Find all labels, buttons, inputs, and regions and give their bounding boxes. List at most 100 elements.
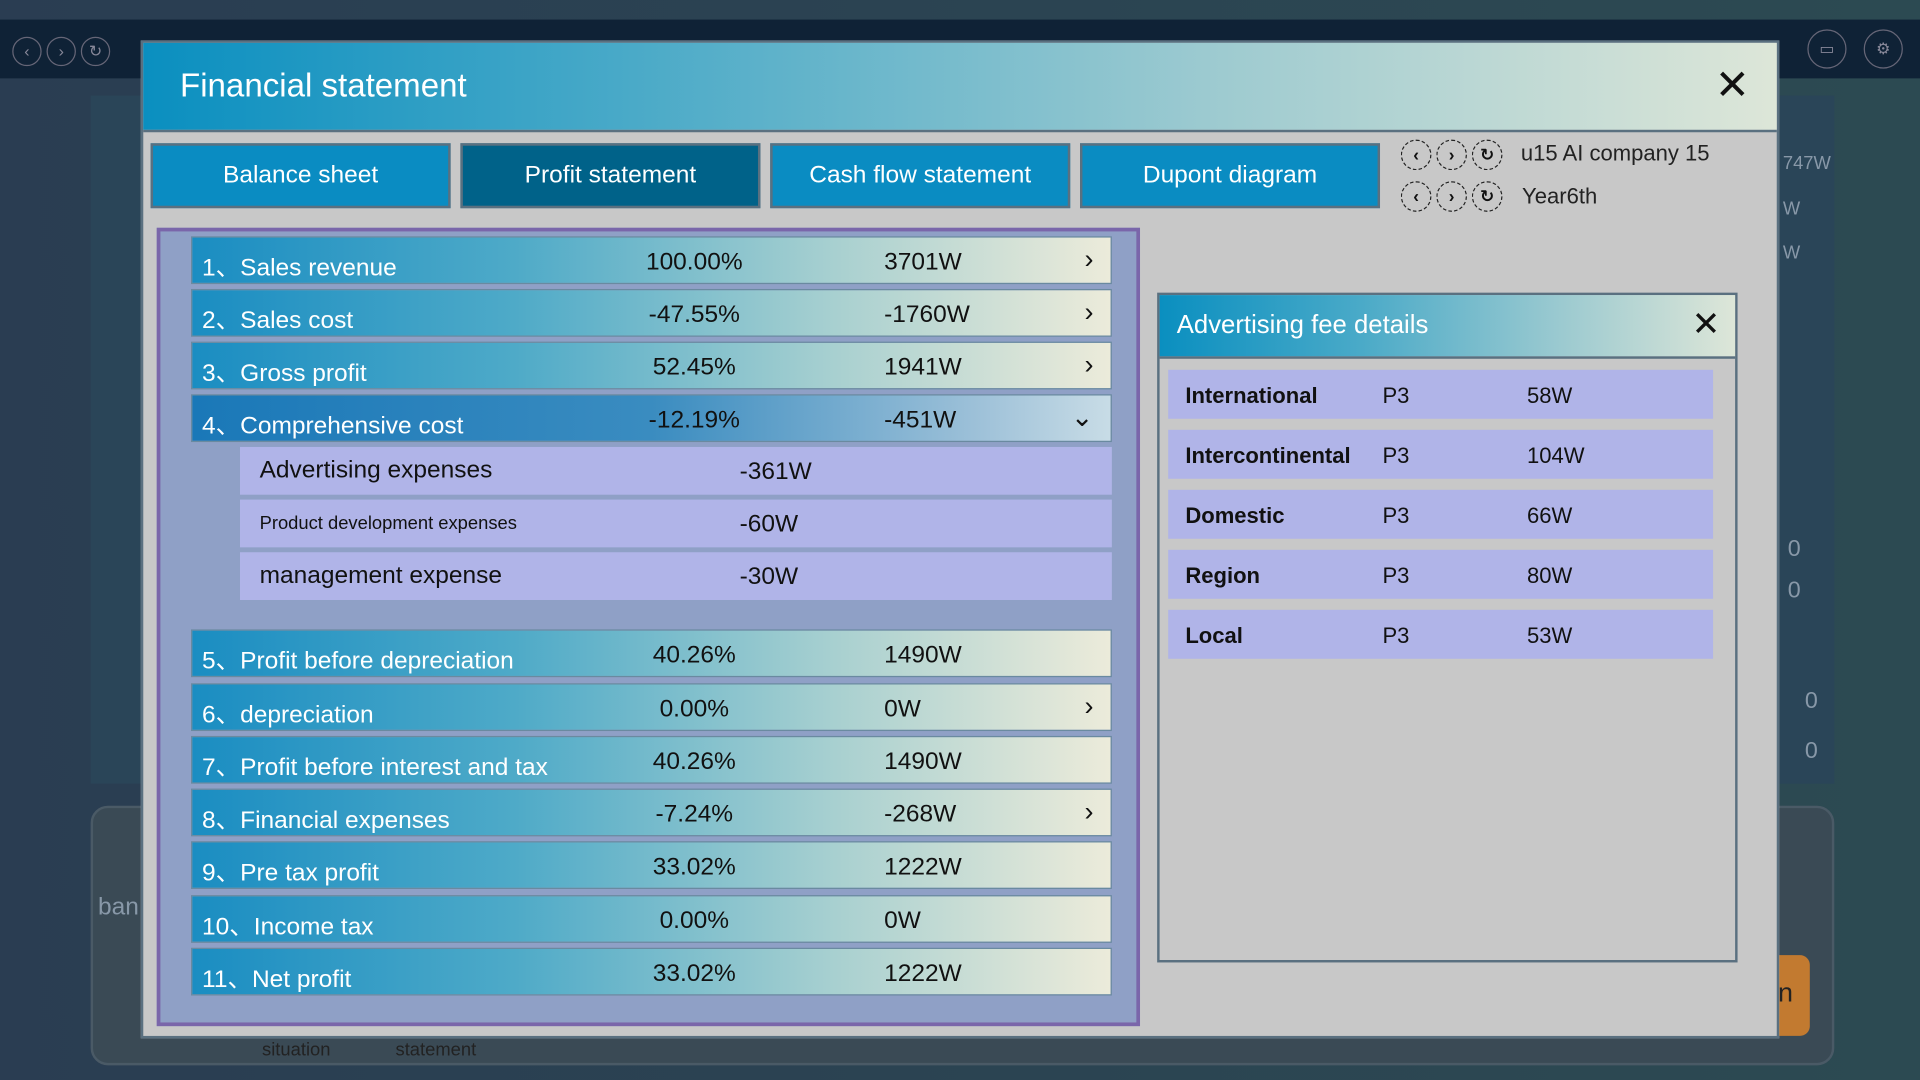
- row-value: 3701W: [884, 248, 962, 276]
- tab-profit-statement[interactable]: Profit statement: [460, 143, 761, 209]
- chevron-right-icon[interactable]: ›: [1084, 348, 1094, 380]
- bg-text: 0: [1787, 577, 1801, 604]
- statement-row[interactable]: 1、Sales revenue 100.00% 3701W ›: [191, 236, 1112, 285]
- ad-fee-row: International P3 58W: [1168, 369, 1714, 419]
- sub-row-value: -361W: [739, 457, 812, 485]
- row-label: 8、Financial expenses: [202, 806, 450, 834]
- sub-row: Advertising expenses -361W: [240, 446, 1112, 495]
- row-label: 6、depreciation: [202, 701, 374, 729]
- sub-row-value: -60W: [739, 510, 799, 538]
- fee-value: 80W: [1526, 563, 1573, 588]
- fee-value: 66W: [1526, 503, 1573, 528]
- product-name: P3: [1382, 503, 1410, 528]
- bg-text: 747W: [1782, 153, 1831, 174]
- statement-row[interactable]: 9、Pre tax profit 33.02% 1222W: [191, 841, 1112, 889]
- chevron-right-icon[interactable]: ›: [1084, 243, 1094, 275]
- financial-statement-dialog: Financial statement ✕ Balance sheet Prof…: [140, 40, 1780, 1039]
- fee-value: 104W: [1526, 443, 1585, 468]
- row-label: 4、Comprehensive cost: [202, 412, 464, 440]
- statement-row[interactable]: 10、Income tax 0.00% 0W: [191, 895, 1112, 943]
- bg-text: 0: [1787, 536, 1801, 563]
- bg-text: 0: [1804, 738, 1818, 765]
- bg-orange-button[interactable]: n: [1777, 955, 1810, 1036]
- row-percent: 100.00%: [645, 248, 743, 276]
- row-label: 10、Income tax: [202, 913, 374, 941]
- bg-text: n: [1777, 977, 1793, 1008]
- row-value: -451W: [884, 406, 957, 434]
- sub-row: management expense -30W: [240, 552, 1112, 601]
- company-label: u15 AI company 15: [1520, 140, 1710, 166]
- chevron-right-icon[interactable]: ›: [1084, 690, 1094, 722]
- bg-text: W: [1782, 198, 1801, 220]
- market-name: Local: [1185, 623, 1243, 648]
- refresh-company-button[interactable]: ↻: [1471, 139, 1503, 171]
- next-company-button[interactable]: ›: [1436, 139, 1467, 171]
- product-name: P3: [1382, 383, 1410, 408]
- close-icon[interactable]: ✕: [1714, 62, 1750, 109]
- row-percent: 0.00%: [659, 907, 730, 935]
- dialog-title: Financial statement: [180, 67, 467, 105]
- year-label: Year6th: [1522, 183, 1598, 209]
- statement-row[interactable]: 11、Net profit 33.02% 1222W: [191, 947, 1112, 996]
- refresh-year-button[interactable]: ↻: [1471, 181, 1503, 212]
- row-percent: -7.24%: [655, 800, 734, 828]
- market-name: Region: [1185, 563, 1261, 588]
- row-label: 2、Sales cost: [202, 307, 354, 335]
- popup-title: Advertising fee details: [1176, 311, 1429, 340]
- back-icon[interactable]: ‹: [12, 36, 42, 67]
- prev-year-button[interactable]: ‹: [1400, 181, 1432, 212]
- row-value: -1760W: [884, 301, 970, 329]
- prev-company-button[interactable]: ‹: [1400, 139, 1432, 171]
- market-name: Intercontinental: [1185, 443, 1351, 468]
- tab-dupont-diagram[interactable]: Dupont diagram: [1080, 143, 1381, 209]
- row-label: 11、Net profit: [202, 966, 352, 994]
- bg-text: 0: [1804, 688, 1818, 714]
- statement-row[interactable]: 5、Profit before depreciation 40.26% 1490W: [191, 629, 1112, 678]
- statement-row[interactable]: 2、Sales cost -47.55% -1760W ›: [191, 288, 1112, 337]
- row-percent: 33.02%: [652, 853, 736, 881]
- market-name: Domestic: [1185, 503, 1285, 528]
- chevron-right-icon[interactable]: ›: [1084, 795, 1094, 827]
- next-year-button[interactable]: ›: [1436, 181, 1467, 212]
- chevron-right-icon[interactable]: ›: [1084, 296, 1094, 327]
- sub-row-label: management expense: [259, 562, 502, 589]
- statement-row[interactable]: 3、Gross profit 52.45% 1941W ›: [191, 341, 1112, 390]
- row-label: 5、Profit before depreciation: [202, 647, 514, 675]
- market-name: International: [1185, 383, 1318, 408]
- sub-row: Product development expenses -60W: [240, 499, 1112, 548]
- chevron-down-icon[interactable]: ⌄: [1070, 401, 1094, 433]
- close-icon[interactable]: ✕: [1691, 304, 1721, 343]
- row-percent: 33.02%: [652, 960, 736, 987]
- gear-icon[interactable]: ⚙: [1863, 29, 1903, 69]
- refresh-icon[interactable]: ↻: [80, 36, 111, 67]
- statement-row[interactable]: 8、Financial expenses -7.24% -268W ›: [191, 788, 1112, 837]
- bg-text: W: [1782, 242, 1801, 264]
- bg-text: statement: [395, 1039, 477, 1061]
- sub-row-label: Product development expenses: [259, 513, 517, 534]
- ad-fee-row: Domestic P3 66W: [1168, 489, 1714, 539]
- statement-row[interactable]: 7、Profit before interest and tax 40.26% 14…: [191, 735, 1112, 784]
- row-value: 1941W: [884, 353, 962, 381]
- row-label: 7、Profit before interest and tax: [202, 754, 548, 782]
- dialog-header: Financial statement ✕: [143, 42, 1777, 133]
- product-name: P3: [1382, 443, 1410, 468]
- statement-row[interactable]: 6、depreciation 0.00% 0W ›: [191, 683, 1112, 732]
- fee-value: 58W: [1526, 383, 1573, 408]
- tab-cash-flow-statement[interactable]: Cash flow statement: [770, 143, 1071, 209]
- row-percent: 0.00%: [659, 695, 730, 723]
- row-label: 3、Gross profit: [202, 360, 367, 387]
- tab-balance-sheet[interactable]: Balance sheet: [150, 143, 451, 209]
- row-value: 0W: [884, 695, 921, 723]
- row-label: 9、Pre tax profit: [202, 859, 380, 887]
- advertising-fee-popup: Advertising fee details ✕ International P…: [1157, 292, 1738, 963]
- forward-icon[interactable]: ›: [46, 36, 76, 67]
- statement-row[interactable]: 4、Comprehensive cost -12.19% -451W ⌄: [191, 394, 1112, 443]
- book-icon[interactable]: ▭: [1807, 29, 1847, 69]
- ad-fee-row: Intercontinental P3 104W: [1168, 429, 1714, 479]
- ad-fee-row: Region P3 80W: [1168, 549, 1714, 599]
- bg-text: situation: [262, 1039, 331, 1061]
- row-percent: -12.19%: [648, 406, 740, 434]
- row-percent: 52.45%: [652, 353, 736, 381]
- product-name: P3: [1382, 623, 1410, 648]
